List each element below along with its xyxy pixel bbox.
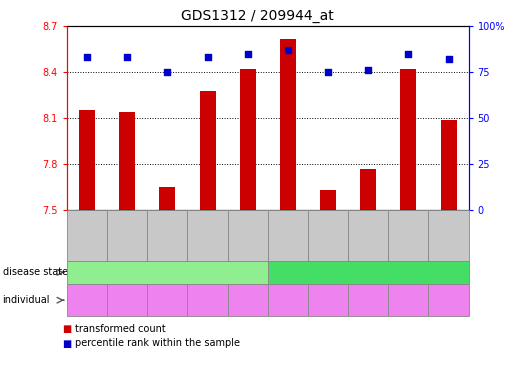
Text: GSM73394: GSM73394 bbox=[243, 214, 252, 256]
Text: ■: ■ bbox=[62, 324, 72, 334]
Text: patient: patient bbox=[317, 291, 339, 296]
Bar bbox=[119, 112, 135, 210]
Text: 33: 33 bbox=[122, 303, 133, 312]
Text: GSM73395: GSM73395 bbox=[444, 214, 453, 256]
Text: GSM73386: GSM73386 bbox=[82, 214, 92, 256]
Text: GSM73391: GSM73391 bbox=[364, 214, 373, 256]
Text: 31: 31 bbox=[81, 303, 93, 312]
Text: patient: patient bbox=[236, 291, 259, 296]
Text: GSM73387: GSM73387 bbox=[283, 214, 293, 256]
Point bbox=[203, 54, 212, 60]
Text: patient: patient bbox=[76, 291, 98, 296]
Text: 42: 42 bbox=[242, 303, 253, 312]
Point bbox=[284, 47, 292, 53]
Text: patient: patient bbox=[357, 291, 380, 296]
Text: ■: ■ bbox=[62, 339, 72, 348]
Point bbox=[404, 51, 413, 57]
Text: GSM73390: GSM73390 bbox=[163, 214, 172, 256]
Text: individual: individual bbox=[3, 295, 50, 305]
Text: 36: 36 bbox=[202, 303, 213, 312]
Text: GSM73388: GSM73388 bbox=[123, 214, 132, 256]
Bar bbox=[239, 69, 256, 210]
Point bbox=[163, 69, 171, 75]
Text: transformed count: transformed count bbox=[75, 324, 165, 334]
Text: 42: 42 bbox=[443, 303, 454, 312]
Text: GSM73393: GSM73393 bbox=[404, 214, 413, 256]
Text: 35: 35 bbox=[162, 303, 173, 312]
Text: patient: patient bbox=[196, 291, 219, 296]
Text: patient: patient bbox=[277, 291, 299, 296]
Bar bbox=[79, 111, 95, 210]
Point bbox=[324, 69, 332, 75]
Text: GSM73392: GSM73392 bbox=[203, 214, 212, 256]
Text: 31: 31 bbox=[282, 303, 294, 312]
Bar bbox=[360, 169, 376, 210]
Bar bbox=[320, 190, 336, 210]
Text: patient: patient bbox=[156, 291, 179, 296]
Text: 36: 36 bbox=[403, 303, 414, 312]
Text: normal: normal bbox=[148, 267, 187, 278]
Bar bbox=[280, 39, 296, 210]
Text: 35: 35 bbox=[363, 303, 374, 312]
Point bbox=[244, 51, 252, 57]
Point bbox=[444, 56, 453, 62]
Text: 33: 33 bbox=[322, 303, 334, 312]
Point bbox=[364, 68, 372, 74]
Bar bbox=[440, 120, 457, 210]
Text: patient: patient bbox=[437, 291, 460, 296]
Text: patient: patient bbox=[397, 291, 420, 296]
Bar bbox=[400, 69, 417, 210]
Bar bbox=[199, 91, 216, 210]
Text: disease state: disease state bbox=[3, 267, 67, 278]
Point bbox=[83, 54, 91, 60]
Text: GDS1312 / 209944_at: GDS1312 / 209944_at bbox=[181, 9, 334, 23]
Bar bbox=[159, 187, 176, 210]
Text: cancer: cancer bbox=[349, 267, 387, 278]
Text: percentile rank within the sample: percentile rank within the sample bbox=[75, 339, 239, 348]
Text: patient: patient bbox=[116, 291, 139, 296]
Text: GSM73389: GSM73389 bbox=[323, 214, 333, 256]
Point bbox=[123, 54, 131, 60]
